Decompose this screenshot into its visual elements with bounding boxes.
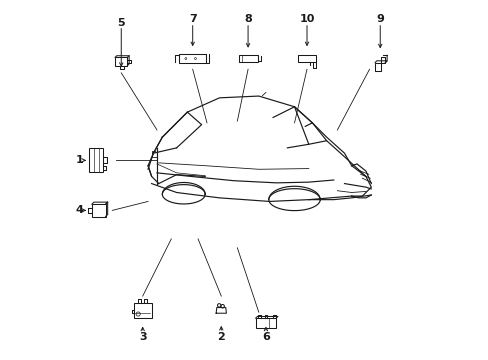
Bar [238,55,257,62]
Text: 9: 9 [376,14,384,24]
Bar [255,318,276,328]
Text: 7: 7 [188,14,196,24]
Text: 3: 3 [139,332,146,342]
Bar [133,303,151,318]
Bar [179,54,206,63]
Text: 6: 6 [262,332,269,342]
Text: 4: 4 [75,205,83,215]
Text: 8: 8 [244,14,251,24]
Text: 1: 1 [76,156,83,165]
Text: 2: 2 [217,332,224,342]
Bar [297,55,316,62]
Bar [92,204,105,216]
Text: 10: 10 [299,14,314,24]
Bar [89,148,103,172]
Bar [115,58,127,66]
Text: 5: 5 [117,18,125,28]
